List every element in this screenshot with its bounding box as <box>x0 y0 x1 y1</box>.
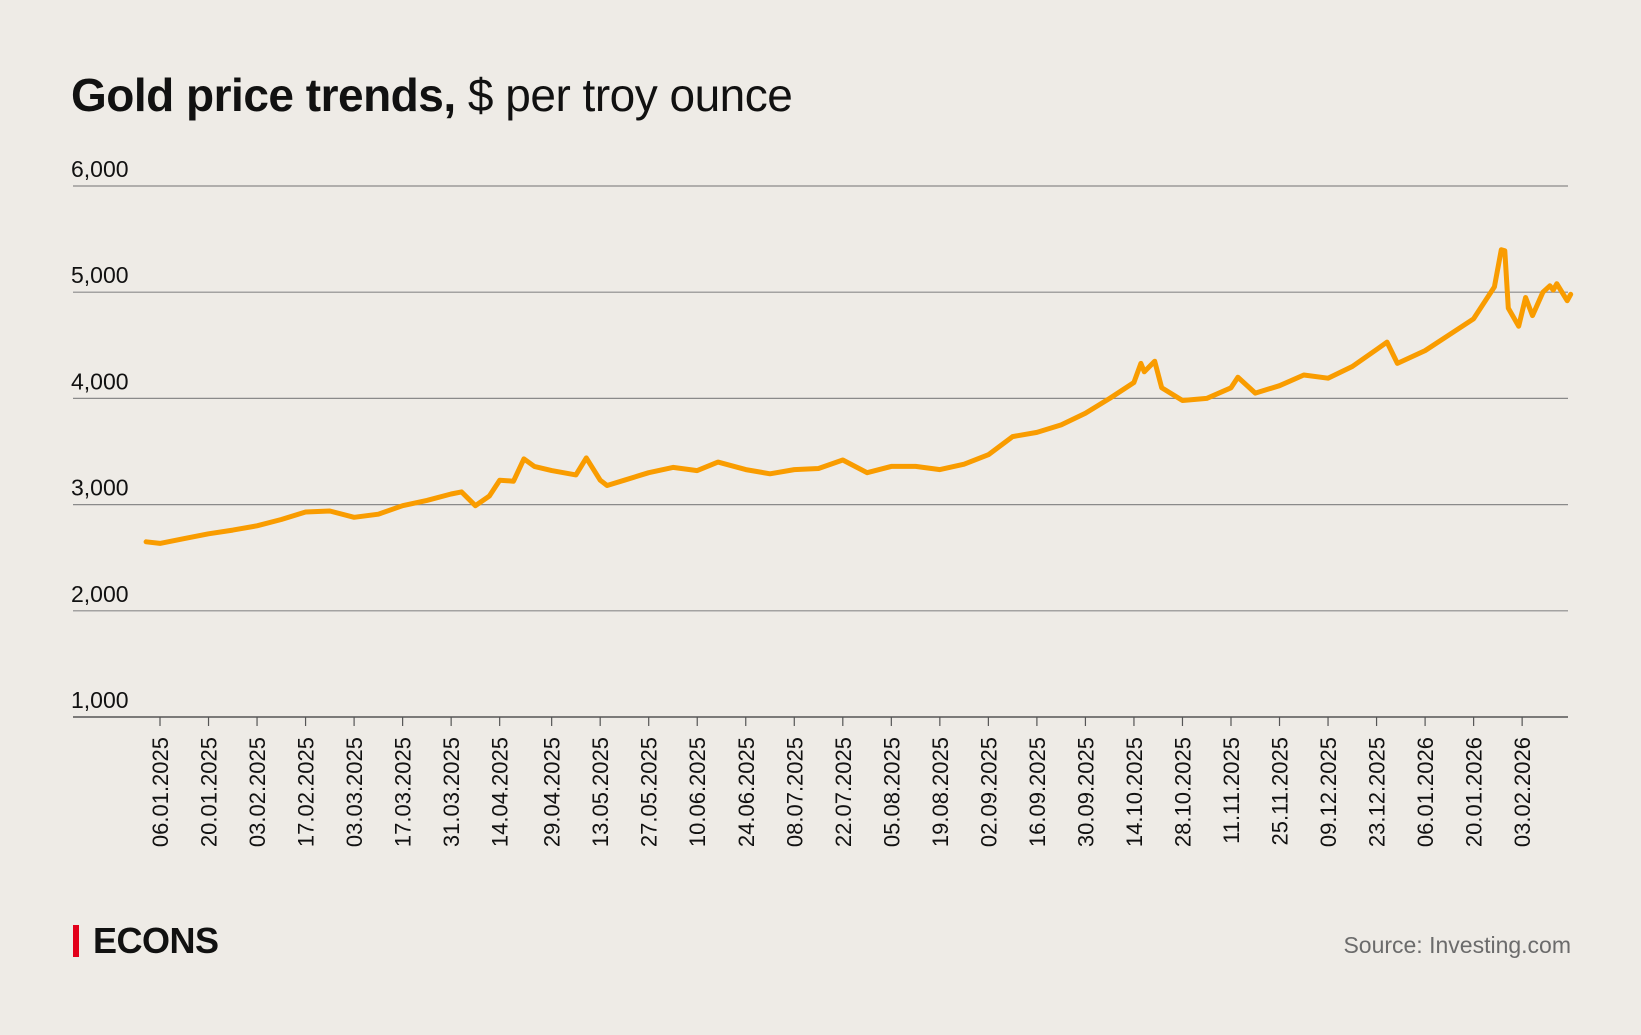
x-tick-label: 20.01.2026 <box>1462 737 1487 847</box>
y-tick-label: 2,000 <box>71 581 129 607</box>
y-tick-label: 3,000 <box>71 475 129 501</box>
source-note: Source: Investing.com <box>1343 932 1571 958</box>
x-tick-label: 08.07.2025 <box>782 737 807 847</box>
x-tick-label: 27.05.2025 <box>637 737 662 847</box>
y-tick-label: 1,000 <box>71 687 129 713</box>
x-tick-label: 30.09.2025 <box>1073 737 1098 847</box>
title-unit: $ per troy ounce <box>455 69 793 121</box>
x-tick-label: 06.01.2026 <box>1413 737 1438 847</box>
x-tick-label: 22.07.2025 <box>831 737 856 847</box>
x-tick-label: 23.12.2025 <box>1365 737 1390 847</box>
x-tick-label: 03.02.2025 <box>245 737 270 847</box>
x-tick-label: 19.08.2025 <box>928 737 953 847</box>
title-bold: Gold price trends, <box>71 69 456 121</box>
x-tick-label: 03.02.2026 <box>1510 737 1535 847</box>
x-tick-label: 31.03.2025 <box>439 737 464 847</box>
logo-text: ECONS <box>93 920 219 961</box>
x-tick-label: 25.11.2025 <box>1268 737 1293 845</box>
y-tick-label: 4,000 <box>71 368 129 394</box>
x-tick-label: 16.09.2025 <box>1025 737 1050 847</box>
y-tick-label: 5,000 <box>71 262 129 288</box>
x-tick-label: 14.10.2025 <box>1122 737 1147 847</box>
x-tick-label: 11.11.2025 <box>1219 737 1244 844</box>
x-tick-label: 09.12.2025 <box>1316 737 1341 847</box>
x-tick-label: 17.02.2025 <box>294 737 319 847</box>
x-tick-label: 28.10.2025 <box>1170 737 1195 847</box>
x-tick-label: 02.09.2025 <box>976 737 1001 847</box>
logo-red-bar <box>73 925 79 957</box>
x-tick-label: 20.01.2025 <box>197 737 222 847</box>
y-tick-label: 6,000 <box>71 156 129 182</box>
x-tick-label: 13.05.2025 <box>588 737 613 847</box>
x-tick-label: 10.06.2025 <box>685 737 710 847</box>
x-tick-label: 24.06.2025 <box>734 737 759 847</box>
price-line <box>143 247 1574 546</box>
x-tick-label: 17.03.2025 <box>391 737 416 847</box>
x-tick-label: 14.04.2025 <box>488 737 513 847</box>
chart-title: Gold price trends, $ per troy ounce <box>71 68 793 122</box>
econs-logo: ECONS <box>73 920 219 962</box>
x-tick-label: 03.03.2025 <box>342 737 367 847</box>
x-tick-label: 05.08.2025 <box>879 737 904 847</box>
x-tick-label: 06.01.2025 <box>148 737 173 847</box>
x-tick-label: 29.04.2025 <box>540 737 565 847</box>
